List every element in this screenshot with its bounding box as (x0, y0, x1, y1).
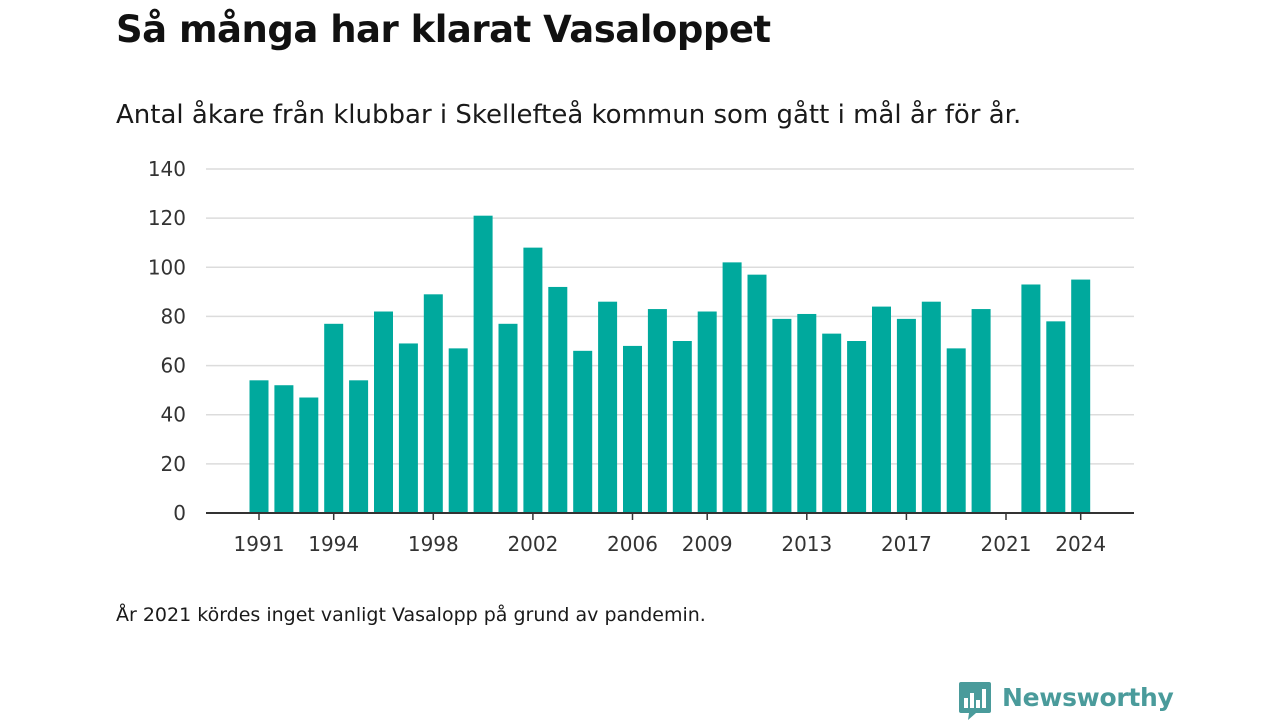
bar-1992 (274, 385, 294, 513)
bar-2011 (747, 274, 767, 513)
bar-1996 (374, 311, 393, 513)
bar-2014 (822, 333, 842, 513)
y-tick-label: 0 (173, 501, 186, 525)
bar-2018 (921, 301, 941, 513)
x-tick-label: 2021 (981, 532, 1032, 556)
newsworthy-brand: Newsworthy (958, 678, 1174, 720)
y-tick-label: 40 (161, 403, 186, 427)
bar-2002 (523, 247, 543, 513)
bar-chart: 0 20 40 60 80 100 120 140 1991 1994 1998 2002 2006 20… (148, 157, 1134, 556)
bar-2009 (697, 311, 717, 513)
bar-2006 (623, 345, 642, 513)
bar-1994 (324, 323, 344, 513)
y-tick-label: 140 (148, 157, 186, 181)
bar-2007 (647, 309, 667, 513)
x-tick-label: 2024 (1055, 532, 1106, 556)
bar-2024 (1071, 279, 1091, 513)
bar-2016 (872, 306, 891, 513)
bar-1997 (398, 343, 418, 513)
bar-1993 (299, 397, 319, 513)
chart-title: Så många har klarat Vasaloppet (116, 8, 771, 51)
x-tick-label: 1994 (308, 532, 359, 556)
brand-name: Newsworthy (1002, 682, 1174, 712)
chart-note: År 2021 kördes inget vanligt Vasalopp på… (116, 604, 706, 626)
bar-2004 (573, 350, 593, 513)
bar-2015 (847, 341, 867, 513)
y-tick-label: 120 (148, 206, 186, 230)
bar-2020 (971, 309, 991, 513)
bar-1999 (448, 348, 468, 513)
x-tick-label: 2017 (881, 532, 932, 556)
bar-2005 (598, 301, 618, 513)
chart-subtitle: Antal åkare från klubbar i Skellefteå ko… (116, 100, 1022, 130)
y-tick-label: 60 (161, 354, 186, 378)
bar-1998 (423, 294, 443, 513)
y-tick-label: 100 (148, 255, 186, 279)
x-tick-label: 2009 (682, 532, 733, 556)
bar-2022 (1021, 284, 1041, 513)
x-tick-label: 1998 (408, 532, 459, 556)
bar-1991 (249, 380, 269, 513)
x-tick-label: 2013 (781, 532, 832, 556)
bar-2023 (1046, 321, 1066, 513)
x-tick-label: 2006 (607, 532, 658, 556)
x-tick-label: 2002 (507, 532, 558, 556)
newsworthy-logo-icon (959, 682, 991, 720)
bar-2013 (797, 313, 817, 513)
bar-2000 (473, 215, 493, 513)
y-tick-label: 80 (161, 304, 186, 328)
bar-2003 (548, 286, 568, 513)
bar-2010 (722, 262, 742, 513)
y-tick-label: 20 (161, 452, 186, 476)
bar-2019 (946, 348, 966, 513)
bar-2017 (896, 318, 916, 513)
bar-1995 (349, 380, 369, 513)
bar-2001 (498, 323, 518, 513)
bar-2012 (772, 318, 792, 513)
x-tick-label: 1991 (234, 532, 285, 556)
bar-2008 (672, 341, 692, 513)
